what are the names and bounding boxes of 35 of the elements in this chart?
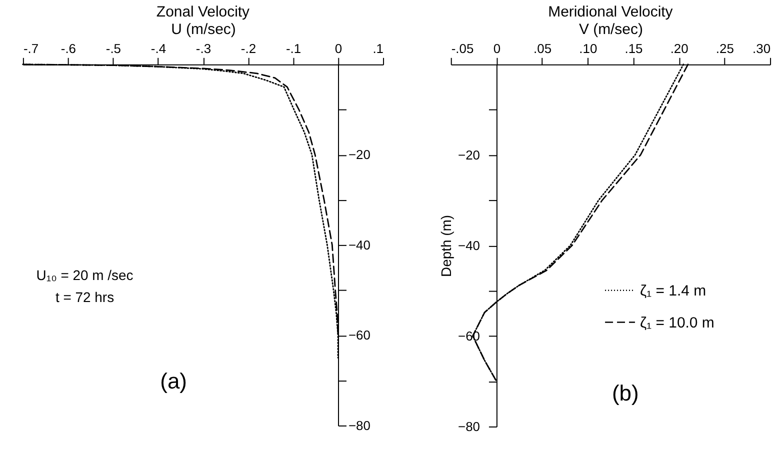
y-tick-label: −40	[458, 238, 480, 253]
x-tick-label: .20	[670, 40, 688, 56]
x-axis-title: V (m/sec)	[578, 20, 643, 38]
annotation: U₁₀ = 20 m /sec	[36, 266, 134, 283]
x-tick-label: -.3	[196, 40, 212, 56]
y-tick-label: −20	[348, 147, 370, 162]
y-tick-label: −80	[458, 418, 480, 434]
x-tick-label: -.1	[286, 40, 302, 56]
legend-label: ζ₁ = 10.0 m	[640, 314, 714, 332]
y-tick-label: −80	[348, 418, 370, 433]
x-tick-label: .30	[752, 40, 771, 56]
x-tick-label: .15	[624, 40, 643, 56]
x-tick-label: .10	[579, 40, 598, 56]
annotation: t = 72 hrs	[56, 288, 114, 305]
legend-label: ζ₁ = 1.4 m	[640, 282, 706, 300]
x-tick-label: .1	[372, 40, 384, 56]
x-tick-label: -.05	[451, 40, 474, 56]
x-tick-label: -.6	[60, 40, 76, 56]
x-tick-label: -.5	[106, 40, 122, 56]
annotation: (b)	[612, 380, 639, 406]
y-tick-label: −60	[348, 328, 370, 343]
y-axis-title: Depth (m)	[438, 214, 454, 277]
x-tick-label: .25	[716, 40, 734, 56]
chart-title: Meridional Velocity	[548, 4, 674, 21]
x-tick-label: 0	[334, 40, 342, 56]
y-tick-label: −20	[458, 147, 480, 162]
x-tick-label: -.7	[23, 40, 39, 56]
x-tick-label: .05	[534, 40, 552, 56]
x-tick-label: 0	[493, 40, 501, 56]
x-tick-label: -.2	[240, 40, 256, 56]
x-axis-title: U (m/sec)	[171, 20, 236, 38]
chart-title: Zonal Velocity	[156, 4, 250, 21]
x-tick-label: -.4	[150, 40, 166, 56]
y-tick-label: −40	[348, 237, 370, 252]
annotation: (a)	[160, 368, 187, 394]
